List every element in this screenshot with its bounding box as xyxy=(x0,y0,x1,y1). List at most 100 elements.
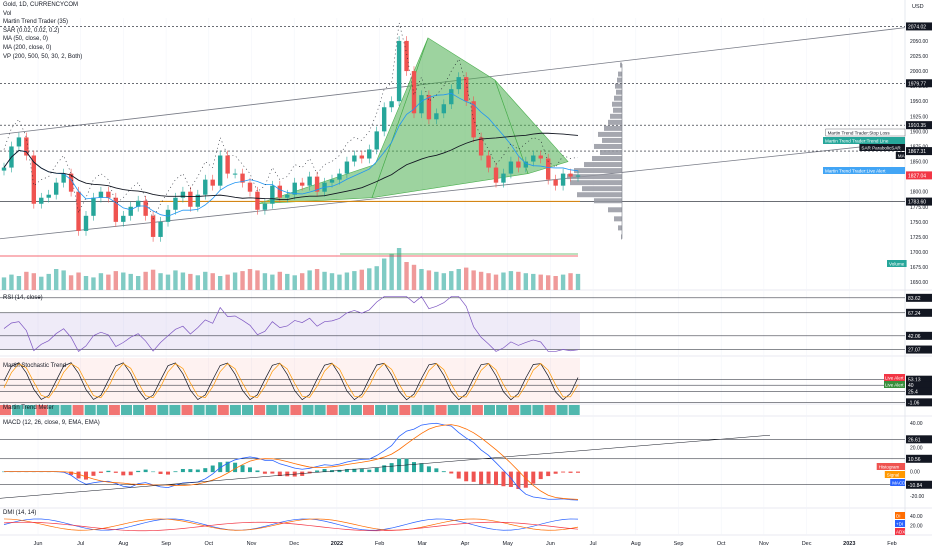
macd-histogram-bar xyxy=(136,470,141,473)
volume-profile-bar xyxy=(602,137,622,143)
trend-meter-cell xyxy=(568,405,580,415)
volume-bar xyxy=(150,269,156,290)
candle-body xyxy=(367,149,372,159)
indicator-tag xyxy=(823,137,905,144)
candle-body xyxy=(232,173,238,175)
trend-meter-cell xyxy=(181,405,193,415)
indicator-tag-text: Martin Trend Trader:Live Alert xyxy=(825,169,886,174)
trend-meter-cell xyxy=(556,405,568,415)
candle-body xyxy=(396,40,402,102)
volume-bar xyxy=(128,273,133,290)
volume-bar xyxy=(46,273,51,290)
candle-body xyxy=(545,158,551,180)
x-tick-label: Nov xyxy=(759,541,769,547)
macd-histogram-bar xyxy=(307,471,312,474)
x-tick-label: Aug xyxy=(631,541,641,547)
candle-body xyxy=(441,104,447,114)
candle-body xyxy=(158,221,163,237)
candle-body xyxy=(531,155,536,162)
macd-histogram-bar xyxy=(456,471,461,479)
macd-histogram-bar xyxy=(240,465,245,473)
trend-meter-cell xyxy=(0,405,11,415)
candle-body xyxy=(53,182,59,195)
macd-histogram-bar xyxy=(546,471,551,477)
volume-profile-bar xyxy=(577,192,622,198)
candle-body xyxy=(31,155,37,204)
macd-legend[interactable]: MACD (12, 26, close, 9, EMA, EMA) xyxy=(3,420,100,426)
volume-bar xyxy=(545,275,551,290)
volume-profile-bar xyxy=(615,83,622,89)
trend-meter-cell xyxy=(193,405,205,415)
dmi-legend[interactable]: DMI (14, 14) xyxy=(3,510,37,516)
y-tick-label: 1850.00 xyxy=(910,160,928,166)
volume-bar xyxy=(76,272,81,290)
volume-bar xyxy=(165,274,171,290)
legend-ma-50[interactable]: MA (50, close, 0) xyxy=(3,36,49,43)
volume-profile-bar xyxy=(608,207,622,213)
legend-sar[interactable]: SAR (0.02, 0.02, 0.2) xyxy=(3,27,60,34)
candle-body xyxy=(24,137,29,156)
volume-bar xyxy=(225,274,230,290)
price-axis-tag xyxy=(906,197,932,206)
candle-body xyxy=(560,173,566,186)
volume-bar xyxy=(389,253,394,290)
macd-trendline xyxy=(0,434,771,499)
candle-body xyxy=(471,101,476,138)
trend-meter-cell xyxy=(496,405,508,415)
candle-body xyxy=(121,215,126,222)
volume-bar xyxy=(31,273,37,290)
candle-body xyxy=(247,182,253,192)
price-axis-tag-text: 1979.77 xyxy=(908,81,926,87)
macd-histogram-bar xyxy=(337,469,342,473)
legend-ma-200[interactable]: MA (200, close, 0) xyxy=(3,44,52,51)
metric-legend[interactable]: Martin Trend Meter xyxy=(3,405,54,411)
candle-body xyxy=(150,215,156,237)
x-tick-label: Dec xyxy=(289,541,299,547)
trend-meter-cell xyxy=(411,405,423,415)
legend-martin-trend-trader[interactable]: Martin Trend Trader (35) xyxy=(3,19,69,26)
symbol-title[interactable]: Gold, 1D, CURRENCYCOM xyxy=(3,2,79,8)
trend-meter-cell xyxy=(314,405,326,415)
volume-profile-bar xyxy=(620,62,622,68)
rsi-legend[interactable]: RSI (14, close) xyxy=(3,295,43,301)
macd-histogram-bar xyxy=(203,468,208,473)
minus-di-line xyxy=(3,518,579,531)
volume-bar xyxy=(188,273,193,290)
volume-bar xyxy=(121,272,126,290)
candle-body xyxy=(478,137,484,156)
macd-histogram-bar xyxy=(270,471,275,474)
vol-label[interactable]: Vol xyxy=(3,10,12,17)
rsi-axis-tag xyxy=(906,293,932,302)
trend-meter-cell xyxy=(48,405,60,415)
volume-bar xyxy=(404,262,409,290)
volume-profile-bar xyxy=(584,162,622,168)
macd-histogram-bar xyxy=(173,471,178,473)
volume-profile-bar xyxy=(582,186,622,192)
candle-body xyxy=(575,175,581,177)
candle-body xyxy=(285,194,290,198)
macd-histogram-bar xyxy=(553,471,558,474)
price-axis-tag xyxy=(906,147,932,156)
macd-histogram-bar xyxy=(479,471,484,485)
macd-tag-text: MACD xyxy=(892,481,906,486)
macd-histogram-bar xyxy=(419,463,424,473)
x-tick-label: Oct xyxy=(717,541,726,547)
y-tick-label: 1750.00 xyxy=(910,220,928,226)
candle-body xyxy=(314,176,320,192)
trend-meter-cell xyxy=(302,405,314,415)
macd-tag-text: Signal xyxy=(887,473,900,478)
macd-histogram-bar xyxy=(464,471,469,482)
stoch-legend[interactable]: Martin Stochastic Trend xyxy=(3,363,67,369)
candle-body xyxy=(128,206,133,216)
price-axis-tag xyxy=(906,22,932,31)
macd-y-tick: -20.00 xyxy=(910,494,924,500)
legend-vp[interactable]: VP (200, 500, 50, 30, 2, Both) xyxy=(3,53,83,60)
macd-histogram-bar xyxy=(106,470,111,473)
volume-bar xyxy=(419,269,424,290)
candle-body xyxy=(277,185,283,198)
volume-profile-bar xyxy=(600,149,622,155)
macd-histogram-bar xyxy=(561,471,566,473)
stoch-axis-tag-text: 40 xyxy=(908,383,914,389)
